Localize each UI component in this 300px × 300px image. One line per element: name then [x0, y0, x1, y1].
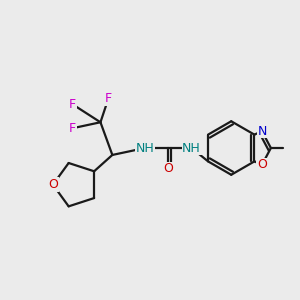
- Text: O: O: [257, 158, 267, 171]
- Text: O: O: [48, 178, 58, 191]
- Text: O: O: [163, 162, 173, 175]
- Text: F: F: [105, 92, 112, 105]
- Text: NH: NH: [136, 142, 154, 154]
- Text: F: F: [69, 122, 76, 135]
- Text: N: N: [257, 125, 267, 138]
- Text: F: F: [69, 98, 76, 111]
- Text: NH: NH: [182, 142, 201, 154]
